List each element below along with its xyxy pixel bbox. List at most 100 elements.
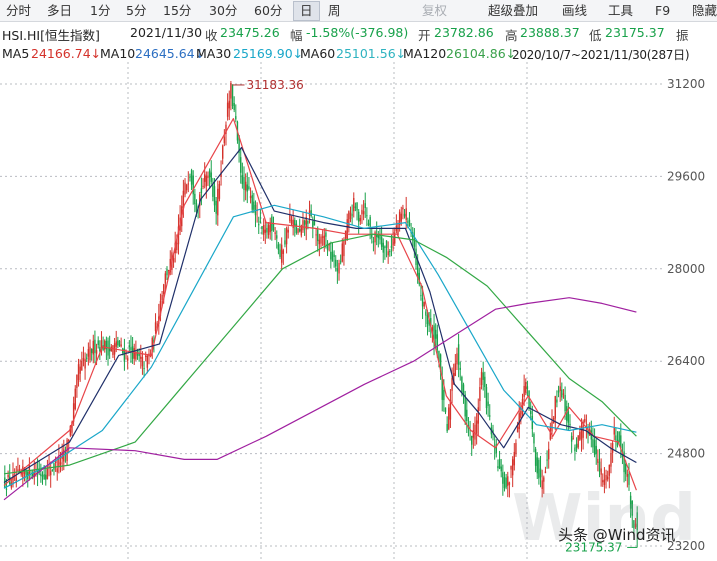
- candle-body: [140, 356, 142, 359]
- candle-body: [603, 479, 606, 485]
- candle-body: [471, 435, 473, 445]
- candle-body: [377, 234, 380, 239]
- candle-body: [99, 347, 101, 352]
- candle-body: [338, 262, 340, 274]
- candle-body: [348, 211, 350, 227]
- hide-button[interactable]: 隐藏: [692, 3, 717, 18]
- super-overlay-button[interactable]: 超级叠加: [488, 3, 539, 18]
- candle-body: [525, 382, 527, 393]
- period-tab-multiday[interactable]: 多日: [47, 3, 73, 18]
- candle-body: [143, 367, 145, 369]
- candle-body: [505, 477, 507, 488]
- candle-body: [441, 376, 443, 400]
- candle-body: [200, 188, 203, 194]
- period-tab-30min[interactable]: 30分: [209, 3, 238, 18]
- y-tick-label: 31200: [667, 77, 705, 91]
- candle-body: [625, 463, 627, 475]
- candle-body: [84, 359, 86, 369]
- candle-body: [172, 258, 175, 263]
- period-tab-1min[interactable]: 1分: [90, 3, 111, 18]
- period-tab-15min[interactable]: 15分: [163, 3, 192, 18]
- tools-button[interactable]: 工具: [608, 3, 634, 18]
- candle-body: [235, 116, 237, 120]
- change-value: -1.58%(-376.98): [306, 25, 409, 40]
- candle-body: [45, 474, 47, 480]
- y-tick-label: 23200: [667, 539, 705, 553]
- candle-body: [629, 495, 632, 509]
- period-tab-60min[interactable]: 60分: [254, 3, 283, 18]
- candle-body: [230, 83, 232, 99]
- candle-body: [416, 260, 419, 278]
- candle-body: [318, 239, 321, 245]
- ma-line-ma60: [3, 233, 637, 475]
- candle-body: [423, 301, 425, 307]
- candle-body: [15, 477, 17, 484]
- candle-body: [69, 426, 72, 436]
- security-code: HSI.HI[恒生指数]: [2, 28, 100, 43]
- candle-body: [169, 258, 171, 273]
- period-tab-week[interactable]: 周: [328, 3, 341, 18]
- candle-body: [566, 406, 568, 421]
- candle-body: [602, 480, 604, 483]
- candle-body: [307, 220, 309, 224]
- f9-button[interactable]: F9: [655, 3, 671, 18]
- candle-body: [339, 261, 342, 263]
- candle-body: [426, 315, 429, 325]
- candle-body: [438, 350, 440, 363]
- high-value: 23888.37: [520, 25, 580, 40]
- candle-body: [187, 183, 190, 185]
- candle-body: [444, 407, 447, 413]
- candle-body: [357, 211, 360, 222]
- candle-body: [5, 488, 8, 490]
- candle-body: [199, 194, 201, 206]
- candle-body: [163, 284, 165, 295]
- candle-body: [503, 477, 506, 489]
- candle-body: [570, 435, 573, 442]
- candle-body: [515, 442, 517, 455]
- candle-body: [389, 251, 391, 253]
- candle-body: [485, 387, 488, 408]
- candle-body: [430, 318, 432, 326]
- watermark-logo: Wind: [512, 482, 696, 556]
- candle-body: [87, 349, 90, 357]
- adjust-rights-button[interactable]: 复权: [422, 3, 448, 18]
- candle-body: [464, 394, 466, 417]
- y-axis-labels: 31200 29600 28000 26400 24800 23200: [667, 77, 705, 553]
- candle-body: [290, 219, 293, 224]
- candle-body: [446, 423, 448, 432]
- candle-body: [195, 203, 198, 212]
- quote-date: 2021/11/30: [130, 25, 203, 40]
- candle-body: [205, 175, 208, 187]
- candle-body: [100, 340, 103, 350]
- period-tab-intraday[interactable]: 分时: [6, 3, 32, 18]
- candle-body: [371, 234, 373, 238]
- candle-body: [310, 210, 312, 217]
- candle-body: [77, 364, 80, 380]
- candle-body: [164, 273, 167, 284]
- candle-body: [628, 473, 630, 485]
- candle-body: [117, 340, 119, 346]
- candle-body: [325, 232, 327, 237]
- candle-body: [94, 339, 96, 353]
- moving-average-lines: [3, 117, 637, 501]
- candle-body: [240, 157, 242, 173]
- candle-body: [194, 193, 196, 205]
- candle-body: [292, 219, 294, 229]
- draw-line-button[interactable]: 画线: [562, 3, 588, 18]
- candle-body: [313, 219, 316, 226]
- candle-body: [497, 466, 499, 469]
- period-tab-day[interactable]: 日: [293, 1, 320, 21]
- candle-body: [595, 445, 597, 455]
- candle-body: [369, 217, 371, 227]
- candle-body: [543, 477, 545, 482]
- candle-body: [529, 411, 532, 415]
- candle-body: [161, 294, 163, 301]
- candle-body: [538, 459, 540, 479]
- candle-body: [367, 223, 370, 226]
- candle-body: [264, 229, 266, 233]
- candle-body: [238, 135, 240, 153]
- candle-body: [267, 225, 270, 235]
- candle-body: [218, 184, 221, 199]
- candle-body: [262, 224, 265, 235]
- period-tab-5min[interactable]: 5分: [126, 3, 147, 18]
